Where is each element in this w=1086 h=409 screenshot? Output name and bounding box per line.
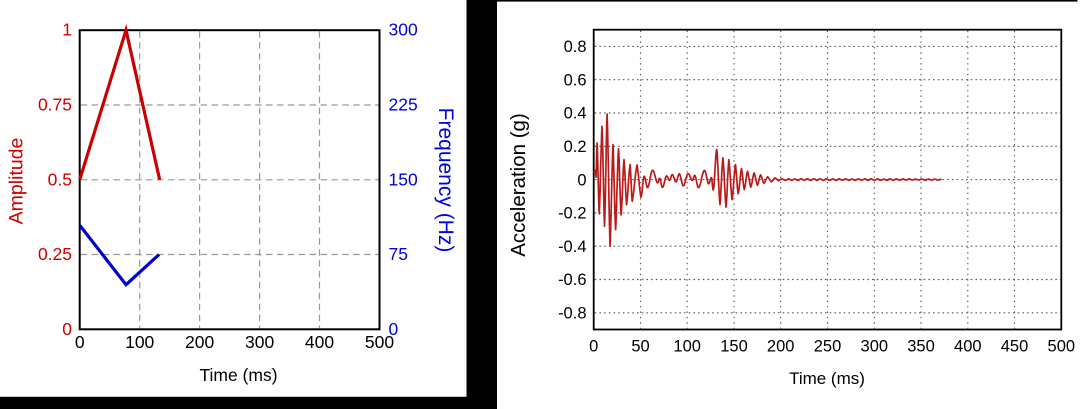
svg-text:250: 250 [814,338,842,356]
svg-text:0: 0 [62,319,72,339]
svg-text:300: 300 [245,332,274,352]
svg-text:0.8: 0.8 [564,38,587,56]
svg-text:0.75: 0.75 [38,95,72,115]
svg-text:50: 50 [631,338,649,356]
svg-text:0.2: 0.2 [564,138,587,156]
svg-text:0.4: 0.4 [564,105,587,123]
svg-text:0.5: 0.5 [48,169,72,189]
svg-text:-0.2: -0.2 [558,205,586,223]
svg-text:150: 150 [720,338,748,356]
svg-text:400: 400 [305,332,334,352]
svg-text:0.6: 0.6 [564,71,587,89]
svg-text:200: 200 [185,332,214,352]
svg-text:-0.6: -0.6 [558,271,586,289]
svg-text:300: 300 [861,338,889,356]
svg-text:75: 75 [389,244,408,264]
svg-text:150: 150 [389,169,418,189]
svg-text:0: 0 [75,332,85,352]
svg-text:0: 0 [589,338,598,356]
svg-text:300: 300 [389,20,418,40]
svg-text:-0.8: -0.8 [558,305,586,323]
svg-text:225: 225 [389,95,418,115]
svg-text:400: 400 [954,338,982,356]
svg-text:100: 100 [125,332,154,352]
svg-text:200: 200 [767,338,795,356]
svg-text:100: 100 [673,338,701,356]
svg-text:1: 1 [62,20,72,40]
svg-text:450: 450 [1001,338,1029,356]
svg-text:Time (ms): Time (ms) [789,369,865,388]
svg-text:350: 350 [907,338,935,356]
svg-text:Amplitude: Amplitude [6,138,28,225]
svg-text:Acceleration (g): Acceleration (g) [507,113,530,257]
svg-text:500: 500 [1048,338,1076,356]
svg-text:500: 500 [365,332,394,352]
svg-text:0.25: 0.25 [38,244,72,264]
svg-text:0: 0 [577,171,586,189]
svg-text:-0.4: -0.4 [558,238,586,256]
svg-text:Frequency (Hz): Frequency (Hz) [434,108,457,253]
svg-text:Time (ms): Time (ms) [199,365,277,385]
svg-text:0: 0 [389,319,399,339]
